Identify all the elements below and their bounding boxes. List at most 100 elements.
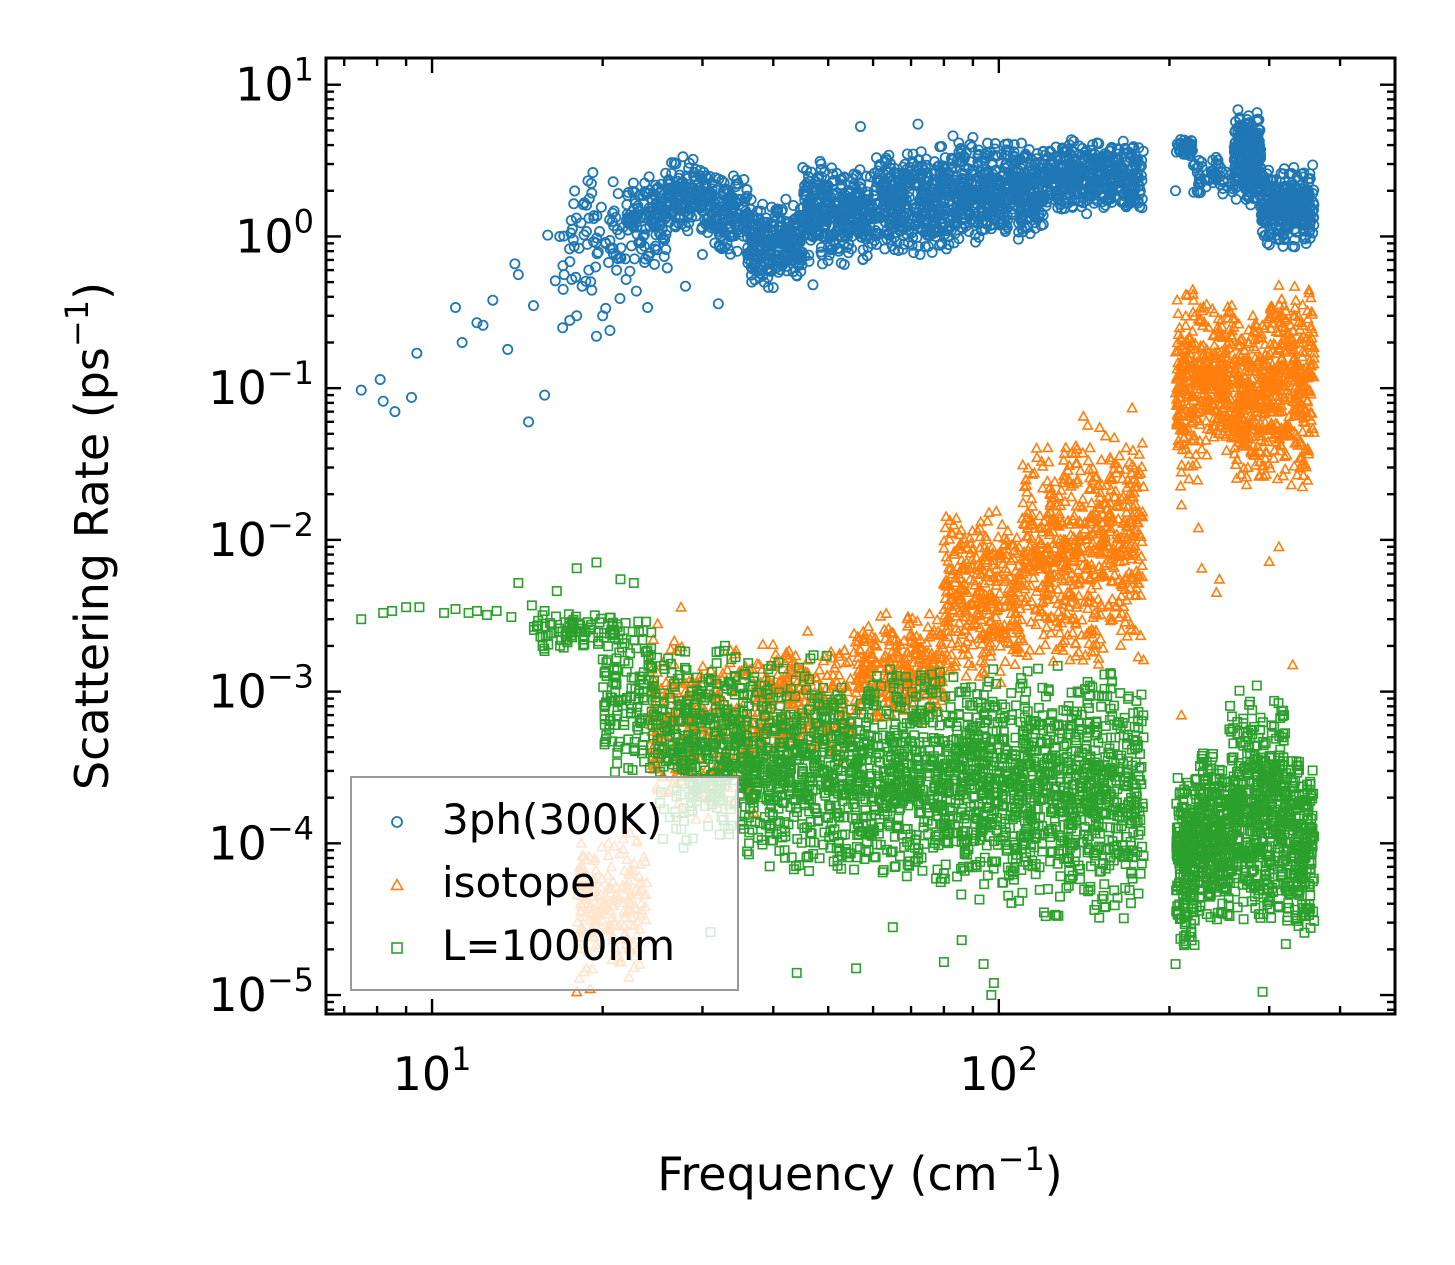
marker-3ph xyxy=(911,232,923,244)
marker-isotope xyxy=(1030,441,1043,453)
marker-3ph xyxy=(823,249,835,261)
marker-3ph xyxy=(1170,185,1182,197)
marker-3ph xyxy=(988,204,1000,216)
marker-3ph xyxy=(847,173,859,185)
marker-3ph xyxy=(953,233,965,245)
marker-3ph xyxy=(607,176,619,188)
marker-3ph xyxy=(813,229,825,241)
marker-3ph xyxy=(682,210,694,222)
marker-3ph xyxy=(890,197,902,209)
marker-3ph xyxy=(807,279,819,291)
marker-3ph xyxy=(869,234,881,246)
marker-3ph xyxy=(612,188,624,200)
marker-3ph xyxy=(970,217,982,229)
marker-3ph xyxy=(988,197,1000,209)
marker-3ph xyxy=(674,212,686,224)
marker-3ph xyxy=(539,389,551,401)
marker-3ph xyxy=(897,243,909,255)
marker-3ph xyxy=(583,193,595,205)
marker-isotope xyxy=(992,530,1005,542)
marker-3ph xyxy=(1029,167,1041,179)
marker-3ph xyxy=(903,186,915,198)
marker-3ph xyxy=(712,298,724,310)
marker-3ph xyxy=(620,274,632,286)
marker-3ph xyxy=(918,164,930,176)
marker-3ph xyxy=(811,212,823,224)
marker-3ph xyxy=(1033,209,1045,221)
marker-3ph xyxy=(664,204,676,216)
marker-3ph xyxy=(696,172,708,184)
marker-3ph xyxy=(711,206,723,218)
marker-3ph xyxy=(901,181,913,193)
marker-3ph xyxy=(723,231,735,243)
marker-3ph xyxy=(886,240,898,252)
marker-3ph xyxy=(622,187,634,199)
marker-3ph xyxy=(735,193,747,205)
marker-3ph xyxy=(590,261,602,273)
marker-3ph xyxy=(594,226,606,238)
marker-3ph xyxy=(920,167,932,179)
marker-3ph xyxy=(780,250,792,262)
marker-3ph xyxy=(625,217,637,229)
marker-3ph xyxy=(925,226,937,238)
marker-3ph xyxy=(758,221,770,233)
marker-3ph xyxy=(666,167,678,179)
marker-3ph xyxy=(776,204,788,216)
marker-3ph xyxy=(1022,175,1034,187)
marker-3ph xyxy=(724,191,736,203)
marker-3ph xyxy=(782,216,794,228)
marker-3ph xyxy=(912,118,924,130)
marker-3ph xyxy=(901,163,913,175)
marker-isotope xyxy=(1126,401,1139,413)
marker-3ph xyxy=(872,165,884,177)
marker-3ph xyxy=(880,217,892,229)
marker-3ph xyxy=(985,223,997,235)
marker-3ph xyxy=(696,249,708,261)
marker-3ph xyxy=(984,146,996,158)
marker-3ph xyxy=(802,229,814,241)
marker-3ph xyxy=(1015,137,1027,149)
marker-3ph xyxy=(1022,221,1034,233)
marker-3ph xyxy=(709,237,721,249)
marker-3ph xyxy=(523,416,535,428)
marker-isotope xyxy=(668,657,681,669)
marker-3ph xyxy=(868,185,880,197)
marker-3ph xyxy=(883,171,895,183)
marker-3ph xyxy=(651,244,663,256)
marker-3ph xyxy=(762,272,774,284)
marker-3ph xyxy=(956,167,968,179)
marker-3ph xyxy=(590,330,602,342)
marker-3ph xyxy=(608,220,620,232)
marker-3ph xyxy=(626,240,638,252)
marker-3ph xyxy=(680,220,692,232)
marker-3ph xyxy=(902,201,914,213)
marker-3ph xyxy=(730,211,742,223)
marker-3ph xyxy=(913,172,925,184)
marker-3ph xyxy=(744,246,756,258)
marker-3ph xyxy=(776,260,788,272)
marker-3ph xyxy=(1081,208,1093,220)
marker-isotope xyxy=(1136,436,1149,448)
marker-3ph xyxy=(943,231,955,243)
marker-3ph xyxy=(725,248,737,260)
marker-3ph xyxy=(964,196,976,208)
marker-3ph xyxy=(842,219,854,231)
marker-3ph xyxy=(710,184,722,196)
marker-3ph xyxy=(722,243,734,255)
marker-3ph xyxy=(580,225,592,237)
marker-3ph xyxy=(714,226,726,238)
marker-3ph xyxy=(972,156,984,168)
marker-3ph xyxy=(664,189,676,201)
marker-3ph xyxy=(941,189,953,201)
marker-3ph xyxy=(803,255,815,267)
marker-3ph xyxy=(638,229,650,241)
marker-3ph xyxy=(711,223,723,235)
marker-3ph xyxy=(833,214,845,226)
marker-3ph xyxy=(612,253,624,265)
marker-3ph xyxy=(713,204,725,216)
marker-3ph xyxy=(824,208,836,220)
series-3ph xyxy=(355,104,1320,428)
marker-3ph xyxy=(828,174,840,186)
marker-3ph xyxy=(564,256,576,268)
